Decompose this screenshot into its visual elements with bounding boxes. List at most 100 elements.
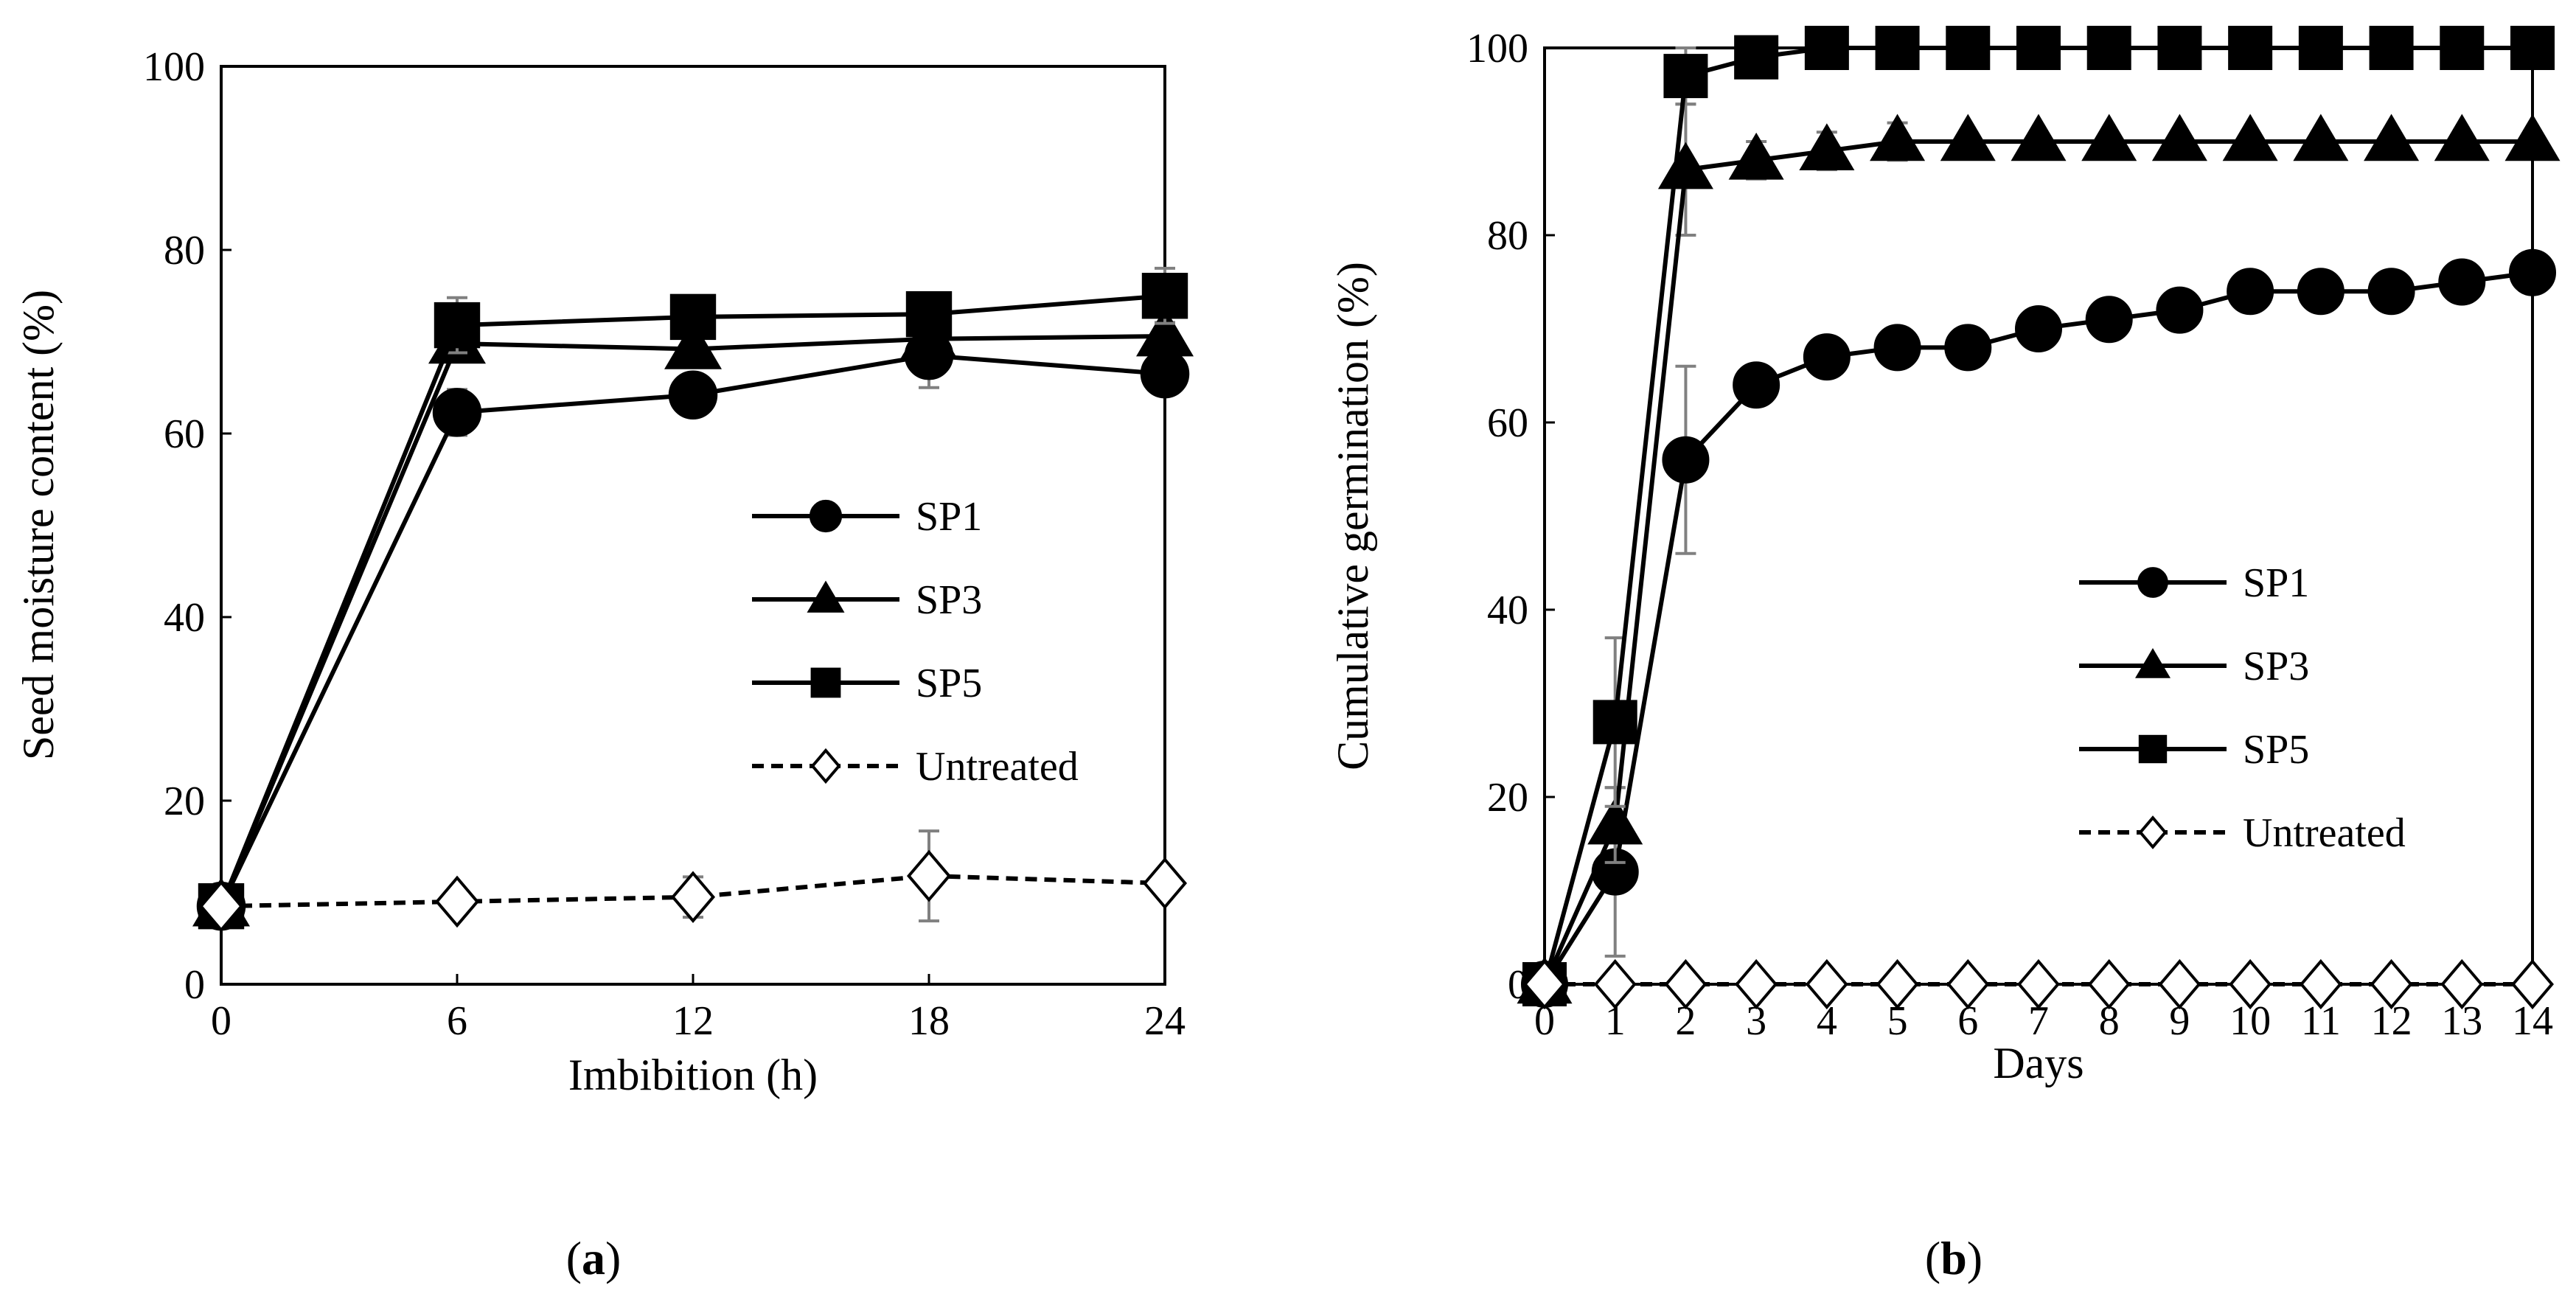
panel-b-sp5-point bbox=[1663, 54, 1708, 99]
panel-b-untreated-point bbox=[2299, 958, 2342, 1010]
panel-b-untreated-point bbox=[2440, 958, 2484, 1010]
panel-b-sp3-point bbox=[1940, 114, 1996, 161]
panel-b-sp3-point bbox=[1587, 797, 1643, 845]
panel-b-sp3-point bbox=[2011, 114, 2067, 161]
panel-b-letter: b bbox=[1940, 1232, 1967, 1284]
panel-a-legend-marker-sp3 bbox=[807, 580, 845, 613]
panel-b-legend-item-sp3: SP3 bbox=[2079, 644, 2309, 689]
panel-a-legend-label-sp3: SP3 bbox=[916, 577, 982, 623]
panel-b-series-untreated bbox=[1523, 958, 2554, 1010]
panel-a-sp3-point bbox=[1136, 307, 1194, 357]
panel-b-legend-item-sp1: SP1 bbox=[2079, 560, 2309, 606]
panel-b-untreated-point bbox=[2511, 958, 2554, 1010]
panel-b-sp3-point bbox=[2081, 114, 2137, 161]
panel-b-sp1-point bbox=[2297, 268, 2344, 316]
panel-a-x-axis-label: Imbibition (h) bbox=[568, 1051, 818, 1099]
panel-b-sp1-line bbox=[1542, 270, 2533, 986]
panel-a-sp5-point bbox=[434, 302, 481, 349]
panel-a-untreated-line bbox=[220, 874, 1166, 909]
panel-a-legend-item-sp1: SP1 bbox=[752, 494, 982, 540]
panel-b-legend-label-sp3: SP3 bbox=[2243, 644, 2309, 689]
panel-b-untreated-point bbox=[1876, 958, 1919, 1010]
panel-b-untreated-point bbox=[1593, 958, 1637, 1010]
panel-a-y-tick-label: 40 bbox=[164, 595, 205, 641]
panel-a-sp3-point bbox=[664, 320, 722, 369]
panel-a-letter: a bbox=[582, 1232, 605, 1284]
panel-b-sp1-point bbox=[2509, 248, 2556, 296]
panel-a-y-tick-label: 0 bbox=[184, 962, 205, 1008]
panel-b-series-sp5 bbox=[1522, 26, 2555, 1006]
panel-b-sp3-point bbox=[1870, 114, 1926, 161]
panel-a-y-tick-label: 80 bbox=[164, 228, 205, 274]
panel-a-x-tick-label: 6 bbox=[447, 998, 467, 1044]
panel-a-y-tick-label: 20 bbox=[164, 779, 205, 824]
panel-b-y-axis-label: Cumulative germination (%) bbox=[1329, 262, 1377, 770]
panel-a-sp3-line bbox=[219, 334, 1166, 908]
panel-b-sp1-point bbox=[1733, 361, 1780, 409]
panel-a-untreated-point bbox=[906, 849, 952, 902]
panel-b-sp3-point bbox=[2151, 114, 2207, 161]
panel-b-sp3-point bbox=[2434, 114, 2490, 161]
panel-b-sp5-point bbox=[1946, 26, 1991, 70]
panel-a-legend-label-untreated: Untreated bbox=[916, 744, 1079, 790]
panel-b-legend-marker-sp1 bbox=[2137, 567, 2168, 598]
panel-a-y-tick-label: 60 bbox=[164, 411, 205, 457]
panel-a-sp1-point bbox=[432, 388, 482, 437]
panel-b-sp5-point bbox=[2510, 26, 2555, 70]
panel-b-untreated-point bbox=[2087, 958, 2131, 1010]
panel-b-legend-item-untreated: Untreated bbox=[2079, 810, 2406, 856]
panel-b-sp5-point bbox=[2440, 26, 2485, 70]
panel-b-sp3-point bbox=[2364, 114, 2420, 161]
panel-a-y-tick-label: 100 bbox=[143, 44, 205, 90]
panel-b-untreated-point bbox=[1664, 958, 1708, 1010]
panel-a-legend-label-sp1: SP1 bbox=[916, 494, 982, 540]
panel-b-untreated-point bbox=[1805, 958, 1848, 1010]
panel-b-sp1-point bbox=[1662, 436, 1710, 484]
panel-b-sp5-point bbox=[1734, 35, 1779, 80]
panel-b-x-axis-label: Days bbox=[1993, 1039, 2084, 1087]
panel-b-sp1-point bbox=[2156, 286, 2204, 334]
panel-a-legend-item-untreated: Untreated bbox=[752, 744, 1079, 790]
panel-b-sp5-point bbox=[2086, 26, 2131, 70]
panel-a-sp5-point bbox=[669, 293, 717, 341]
panel-b-series bbox=[1517, 26, 2561, 1010]
panel-b-sp1-point bbox=[2367, 268, 2415, 316]
panel-b-y-tick-label: 20 bbox=[1487, 775, 1528, 821]
panel-b-legend-label-untreated: Untreated bbox=[2243, 810, 2406, 856]
panel-b-caption: (b) bbox=[1925, 1232, 1983, 1284]
panel-a-sp5-point bbox=[1141, 273, 1188, 319]
panel-b-sp5-point bbox=[2298, 26, 2343, 70]
panel-a-legend-item-sp5: SP5 bbox=[752, 661, 982, 706]
panel-b-sp5-point bbox=[2157, 26, 2202, 70]
panel-b-sp1-point bbox=[1873, 324, 1921, 372]
panel-b-y-tick-label: 60 bbox=[1487, 400, 1528, 446]
panel-b-legend-marker-sp3 bbox=[2135, 648, 2171, 678]
panel-b-untreated-point bbox=[2229, 958, 2272, 1010]
panel-a-ticks: 0 20 40 60 80 100 0 6 12 18 24 bbox=[143, 44, 1186, 1044]
panel-b-y-tick-label: 100 bbox=[1466, 26, 1528, 72]
panel-b-legend-marker-untreated bbox=[2138, 815, 2168, 849]
panel-a-legend-marker-untreated bbox=[810, 748, 841, 784]
panel-a-sp1-point bbox=[1140, 349, 1190, 399]
panel-b-sp3-point bbox=[1728, 132, 1784, 180]
panel-a-legend: SP1 SP3 SP5 Untreated bbox=[752, 494, 1079, 790]
panel-b-sp3-point bbox=[2293, 114, 2349, 161]
panel-b-sp3-point bbox=[2504, 114, 2561, 161]
panel-a-caption: (a) bbox=[566, 1232, 622, 1284]
panel-a-legend-marker-sp1 bbox=[809, 499, 843, 533]
panel-a-series bbox=[192, 266, 1194, 933]
panel-b-sp3-point bbox=[2222, 114, 2278, 161]
panel-b-sp3-point bbox=[1799, 123, 1855, 170]
panel-b-untreated-point bbox=[1735, 958, 1778, 1010]
panel-b-untreated-point bbox=[2017, 958, 2060, 1010]
panel-b-sp5-point bbox=[2016, 26, 2061, 70]
panel-b-sp3-point bbox=[1657, 142, 1713, 189]
panel-b-sp3-line bbox=[1542, 139, 2533, 986]
panel-b-sp1-point bbox=[1803, 333, 1851, 381]
panel-b-series-sp3 bbox=[1517, 102, 2561, 1004]
panel-a: Seed moisture content (%) Imbibition (h)… bbox=[14, 44, 1194, 1284]
panel-b-sp1-point bbox=[2227, 268, 2274, 316]
panel-a-legend-marker-sp5 bbox=[810, 667, 841, 698]
